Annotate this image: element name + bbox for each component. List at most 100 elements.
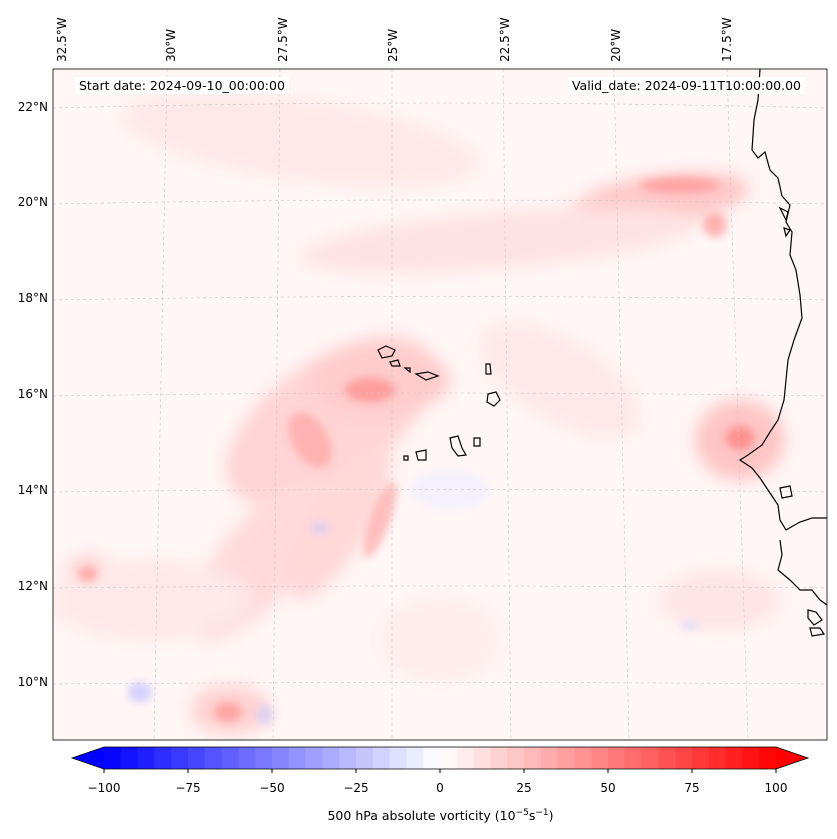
colorbar-swatch — [137, 747, 155, 769]
lat-label: 14°N — [17, 483, 48, 497]
lon-label: 25°W — [386, 28, 400, 62]
coast-islet — [783, 227, 791, 238]
negative-core — [312, 522, 328, 534]
colorbar-swatch — [188, 747, 206, 769]
colorbar-tick-label: 25 — [516, 781, 532, 795]
colorbar-title-unit: s — [528, 808, 536, 824]
island-sal — [485, 363, 492, 375]
colorbar-swatch — [272, 747, 290, 769]
vorticity-core — [214, 702, 242, 722]
guinea-islands — [807, 609, 823, 626]
lat-label: 18°N — [17, 291, 48, 305]
colorbar-swatch — [288, 747, 307, 769]
negative-core — [680, 621, 700, 629]
island-brava — [403, 455, 409, 461]
vorticity-core — [288, 412, 332, 468]
colorbar-swatch — [204, 747, 223, 769]
colorbar-swatch — [423, 747, 441, 769]
colorbar-swatch — [524, 747, 542, 769]
colorbar-tick-label: 75 — [684, 781, 700, 795]
africa-coastline — [738, 69, 827, 531]
vorticity-core — [726, 426, 754, 450]
negative-core — [128, 682, 152, 702]
colorbar-swatch — [725, 747, 743, 769]
colorbar-tick-label: 0 — [436, 781, 444, 795]
negative-core — [257, 705, 273, 725]
colorbar-swatch — [708, 747, 727, 769]
valid-date-label: Valid_date: 2024-09-11T10:00:00.00 — [567, 77, 805, 94]
guinea-islands — [809, 627, 826, 637]
lat-label: 22°N — [17, 100, 48, 114]
lon-label: 30°W — [164, 28, 178, 62]
vorticity-blob — [479, 323, 641, 437]
vorticity-blob — [660, 570, 780, 630]
negative-core — [410, 470, 490, 510]
colorbar-swatch — [406, 747, 424, 769]
vorticity-core — [345, 378, 395, 402]
vorticity-blob — [300, 207, 700, 273]
island-boa-vista — [486, 391, 501, 407]
colorbar-swatch — [440, 747, 458, 769]
start-date-label: Start date: 2024-09-10_00:00:00 — [75, 77, 289, 94]
colorbar-title-exponent: −1 — [535, 808, 549, 818]
colorbar-title-exponent: −5 — [515, 808, 529, 818]
colorbar-swatch — [171, 747, 189, 769]
colorbar-tick-label: 100 — [764, 781, 788, 795]
island-maio — [473, 437, 481, 447]
map-frame — [52, 68, 828, 741]
vorticity-core — [363, 482, 397, 558]
colorbar-swatch — [675, 747, 693, 769]
island-sao-nicolau — [414, 371, 440, 381]
vorticity-blob — [53, 560, 250, 640]
coast-islet — [778, 206, 789, 222]
colorbar-swatch — [759, 747, 777, 769]
vorticity-core — [640, 177, 720, 193]
lon-label: 32.5°W — [55, 17, 69, 62]
coastlines — [377, 69, 827, 637]
colorbar-swatch — [221, 747, 239, 769]
colorbar-swatch — [339, 747, 357, 769]
island-santo-antao — [377, 345, 396, 359]
colorbar-swatch — [372, 747, 391, 769]
colorbar-tick-label: −25 — [343, 781, 369, 795]
island-santa-luzia — [403, 367, 411, 374]
colorbar-extend-max — [776, 747, 808, 769]
colorbar-swatch — [389, 747, 407, 769]
colorbar-swatch — [104, 747, 122, 769]
senegal-gambia-coast — [777, 539, 827, 606]
gridlines — [53, 69, 827, 740]
colorbar-swatch — [742, 747, 760, 769]
lat-label: 12°N — [17, 579, 48, 593]
colorbar-swatch — [120, 747, 139, 769]
colorbar-tick-label: −50 — [259, 781, 285, 795]
colorbar-swatch — [608, 747, 626, 769]
colorbar-swatch — [692, 747, 710, 769]
colorbar-swatch — [574, 747, 592, 769]
colorbar-title-end: ) — [548, 808, 554, 824]
lon-label: 27.5°W — [276, 17, 290, 62]
colorbar-swatch — [591, 747, 609, 769]
island-fogo — [415, 449, 427, 461]
colorbar-title-text: 500 hPa absolute vorticity (10 — [327, 808, 516, 824]
island-santiago — [449, 435, 467, 457]
lon-label: 22.5°W — [498, 17, 512, 62]
lat-label: 16°N — [17, 387, 48, 401]
lon-label: 17.5°W — [720, 17, 734, 62]
colorbar-tick-label: −75 — [175, 781, 201, 795]
colorbar-extend-min — [72, 747, 104, 769]
coast-islet — [779, 485, 793, 499]
colorbar-swatch — [507, 747, 525, 769]
colorbar-tick-label: −100 — [87, 781, 121, 795]
colorbar-swatch — [322, 747, 340, 769]
lat-label: 20°N — [17, 195, 48, 209]
vorticity-blob — [288, 440, 392, 600]
vorticity-core — [78, 566, 98, 582]
colorbar — [70, 746, 810, 773]
colorbar-swatch — [456, 747, 475, 769]
vorticity-field — [53, 93, 785, 735]
colorbar-swatch — [540, 747, 559, 769]
island-sao-vicente — [389, 359, 401, 367]
colorbar-swatch — [557, 747, 575, 769]
